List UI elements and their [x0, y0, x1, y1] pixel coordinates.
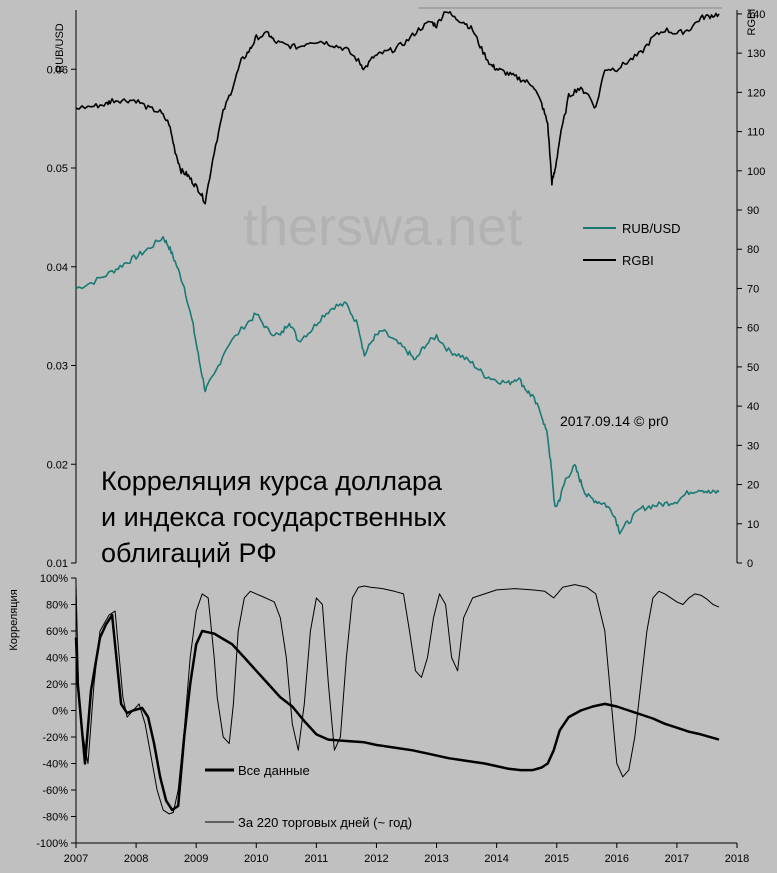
year-tick-label-2011: 2011: [305, 853, 329, 865]
title-line-1: Корреляция курса доллара: [101, 466, 443, 496]
corr-tick-label-0: 0%: [52, 706, 68, 718]
right-tick-label-130: 130: [747, 48, 765, 60]
legend-label-rub-usd: RUB/USD: [622, 221, 681, 236]
lower-chart: 100% 80% 60% 40% 20% 0% -20% -40% -60% -80% -100% 2…: [8, 573, 749, 865]
corr-axis-title: Корреляция: [8, 589, 20, 650]
year-tick-label-2010: 2010: [244, 853, 268, 865]
year-tick-label-2017: 2017: [665, 853, 689, 865]
corr-series-все-данные: [74, 613, 720, 812]
series-line-rgbi: [75, 10, 720, 205]
right-tick-label-10: 10: [747, 519, 759, 531]
right-tick-label-0: 0: [747, 558, 753, 570]
corr-tick-label-20: -20%: [42, 732, 68, 744]
left-axis-title: RUB/USD: [54, 23, 66, 73]
left-tick-label-0-01: 0.01: [47, 558, 68, 570]
year-tick-label-2015: 2015: [544, 853, 568, 865]
right-tick-label-40: 40: [747, 401, 759, 413]
title-line-3: облигаций РФ: [101, 538, 277, 568]
corr-legend-label-2: За 220 торговых дней (~ год): [238, 815, 412, 830]
series-line-rub-usd: [75, 236, 720, 535]
overlay-text: therswa.net 2017.09.14 © pr0 Корреляция …: [101, 197, 669, 568]
left-tick-label-0-06: 0.06: [47, 64, 68, 76]
corr-tick-label-100: -100%: [36, 838, 68, 850]
corr-tick-label-80: -80%: [42, 812, 68, 824]
year-tick-label-2014: 2014: [484, 853, 508, 865]
right-tick-label-50: 50: [747, 362, 759, 374]
right-tick-label-110: 110: [747, 127, 765, 139]
right-tick-label-120: 120: [747, 87, 765, 99]
left-tick-label-0-05: 0.05: [47, 163, 68, 175]
right-tick-label-100: 100: [747, 166, 765, 178]
right-tick-label-80: 80: [747, 244, 759, 256]
year-tick-label-2016: 2016: [605, 853, 629, 865]
corr-tick-label-60: 60%: [46, 626, 68, 638]
corr-tick-label-100: 100%: [40, 573, 68, 585]
year-tick-label-2012: 2012: [364, 853, 388, 865]
date-credit: 2017.09.14 © pr0: [560, 413, 669, 429]
left-tick-label-0-03: 0.03: [47, 361, 68, 373]
legend-label-rgbi: RGBI: [622, 253, 654, 268]
right-tick-label-70: 70: [747, 283, 759, 295]
right-tick-label-20: 20: [747, 480, 759, 492]
corr-series-за-220-торговых-дней-год: [75, 584, 720, 815]
corr-tick-label-20: 20%: [46, 679, 68, 691]
left-tick-label-0-04: 0.04: [47, 262, 68, 274]
right-tick-label-60: 60: [747, 323, 759, 335]
corr-tick-label-60: -60%: [42, 785, 68, 797]
year-tick-label-2013: 2013: [424, 853, 448, 865]
corr-tick-label-40: -40%: [42, 759, 68, 771]
right-tick-label-140: 140: [747, 9, 765, 21]
right-tick-label-30: 30: [747, 440, 759, 452]
right-tick-label-90: 90: [747, 205, 759, 217]
title-line-2: и индекса государственных: [101, 502, 447, 532]
watermark: therswa.net: [243, 197, 522, 257]
year-tick-label-2009: 2009: [184, 853, 208, 865]
upper-chart: 0.01 0.02 0.03 0.04 0.05 0.06 0 10 20 30 40 50 60 70 8…: [47, 7, 765, 570]
left-tick-label-0-02: 0.02: [47, 459, 68, 471]
year-tick-label-2018: 2018: [725, 853, 749, 865]
corr-tick-label-40: 40%: [46, 653, 68, 665]
year-tick-label-2008: 2008: [124, 853, 148, 865]
corr-legend-label-1: Все данные: [238, 763, 310, 778]
right-axis-title: RGBI: [746, 9, 758, 36]
year-tick-label-2007: 2007: [64, 853, 88, 865]
corr-tick-label-80: 80%: [46, 600, 68, 612]
